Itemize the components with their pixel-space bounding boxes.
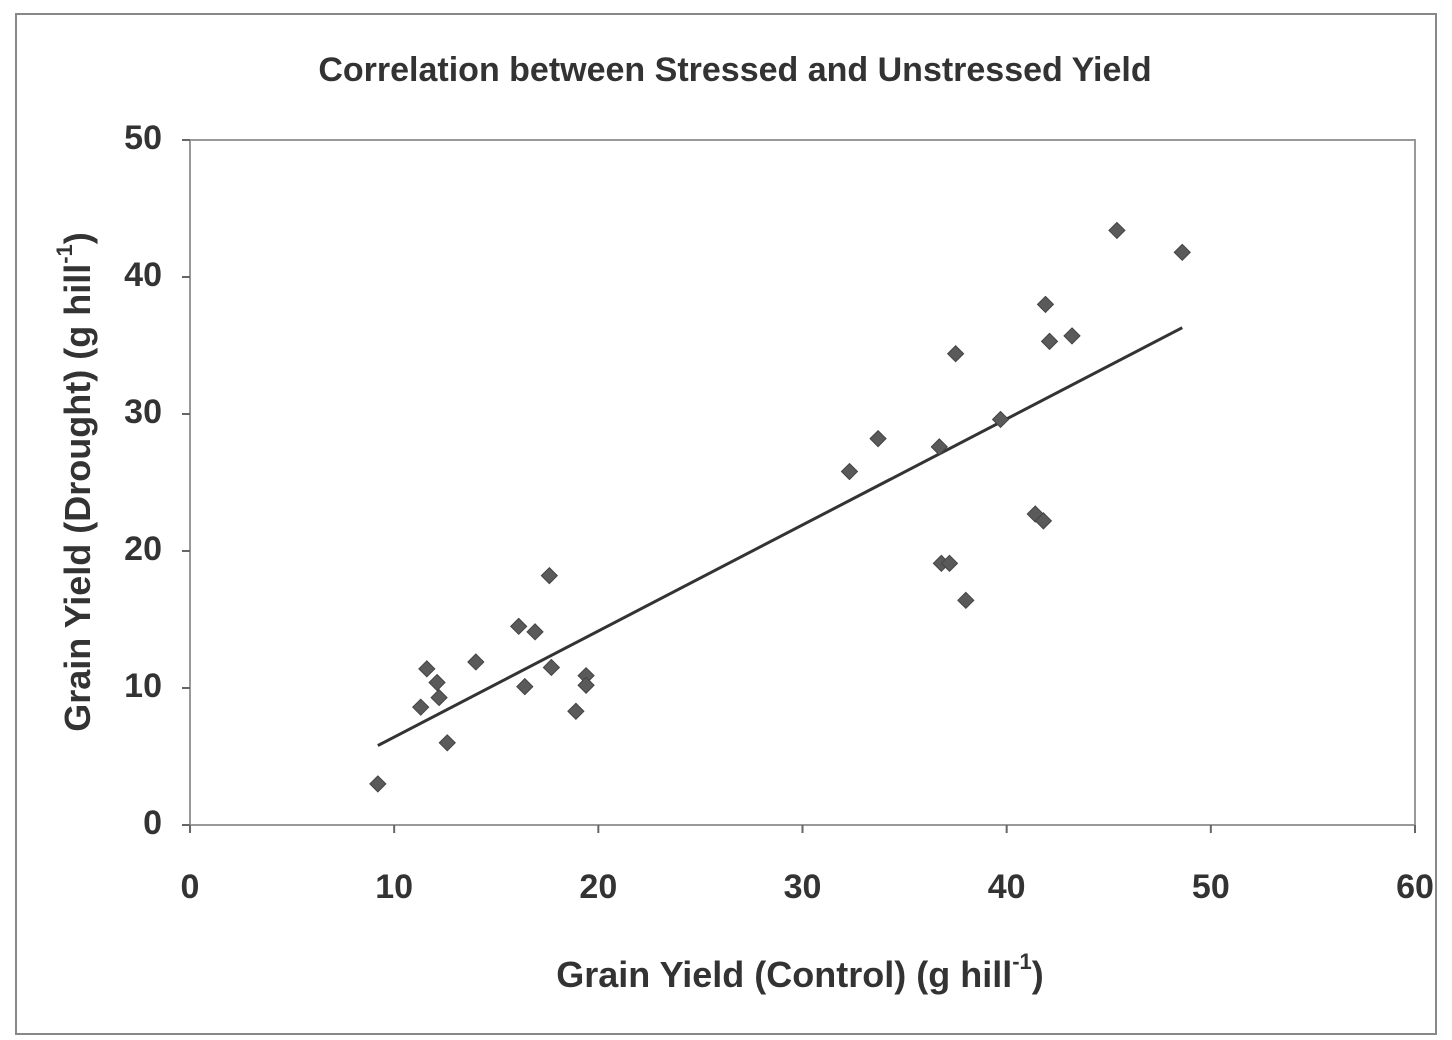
x-tick-label: 10 [375, 868, 413, 906]
point [510, 617, 528, 636]
y-tick-label: 40 [124, 256, 162, 294]
trendline [377, 326, 1183, 747]
y-label-suffix: ) [57, 232, 98, 244]
point [418, 660, 436, 678]
y-tick-label: 50 [124, 119, 162, 157]
point [1108, 221, 1126, 240]
x-tick-label: 30 [784, 868, 822, 906]
point [516, 677, 534, 696]
x-tick-label: 20 [579, 868, 617, 906]
point [526, 623, 544, 641]
point [430, 688, 448, 707]
point [957, 591, 975, 610]
y-label-text: Grain Yield (Drought) (g hill [57, 264, 98, 732]
point [869, 429, 887, 448]
y-tick-label: 10 [124, 667, 162, 705]
x-label-text: Grain Yield (Control) (g hill [556, 954, 1012, 995]
point [940, 554, 959, 573]
point [840, 462, 859, 481]
y-tick-label: 0 [143, 804, 162, 842]
point [467, 653, 485, 671]
point [369, 775, 387, 793]
point [946, 345, 965, 363]
x-tick-label: 50 [1192, 868, 1230, 906]
point [540, 566, 559, 585]
y-label-sup: -1 [52, 244, 77, 264]
x-tick-label: 40 [988, 868, 1026, 906]
point [438, 734, 456, 752]
chart-title: Correlation between Stressed and Unstres… [318, 51, 1151, 89]
x-tick-label: 60 [1396, 868, 1434, 906]
x-label-suffix: ) [1032, 954, 1044, 995]
point [428, 673, 446, 692]
y-axis-label: Grain Yield (Drought) (g hill-1) [52, 232, 98, 732]
point [991, 410, 1010, 429]
point [1036, 295, 1055, 314]
x-axis-label: Grain Yield (Control) (g hill-1) [556, 949, 1044, 995]
point [542, 658, 561, 677]
point [930, 438, 948, 456]
point [567, 702, 585, 720]
x-tick-label: 0 [181, 868, 200, 906]
y-tick-label: 20 [124, 530, 162, 568]
x-label-sup: -1 [1012, 949, 1032, 974]
point [412, 698, 430, 716]
point [577, 676, 595, 694]
point [1034, 512, 1053, 530]
frame [15, 13, 1437, 1035]
point [1173, 243, 1191, 262]
point [1040, 332, 1059, 351]
plot-area [189, 139, 1416, 826]
y-tick-label: 30 [124, 393, 162, 431]
point [1063, 327, 1081, 345]
